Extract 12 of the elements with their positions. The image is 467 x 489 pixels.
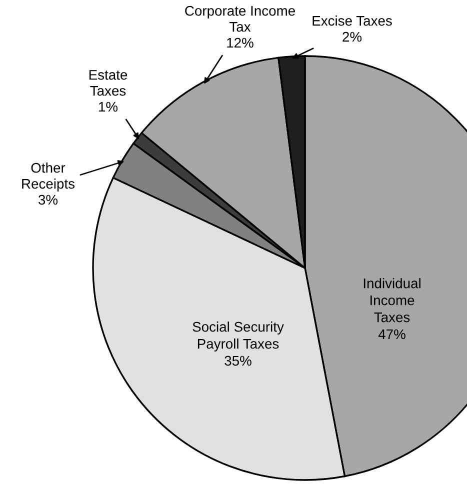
- slice-label: Other Receipts: [22, 162, 75, 192]
- data-label: 35%: [224, 356, 252, 366]
- data-label: 47%: [378, 329, 406, 340]
- slice-label: Social Security Payroll Taxes: [192, 322, 284, 352]
- slice-label: Excise Taxes: [312, 16, 392, 26]
- slice-label: Corporate Income Tax: [185, 6, 295, 32]
- data-label: 3%: [38, 194, 58, 205]
- slice-label: Individual Income Taxes: [364, 278, 420, 322]
- data-label: 2%: [342, 32, 362, 42]
- slice-label: Estate Taxes: [89, 70, 128, 96]
- data-label: 1%: [99, 102, 118, 112]
- data-label: 12%: [227, 38, 254, 48]
